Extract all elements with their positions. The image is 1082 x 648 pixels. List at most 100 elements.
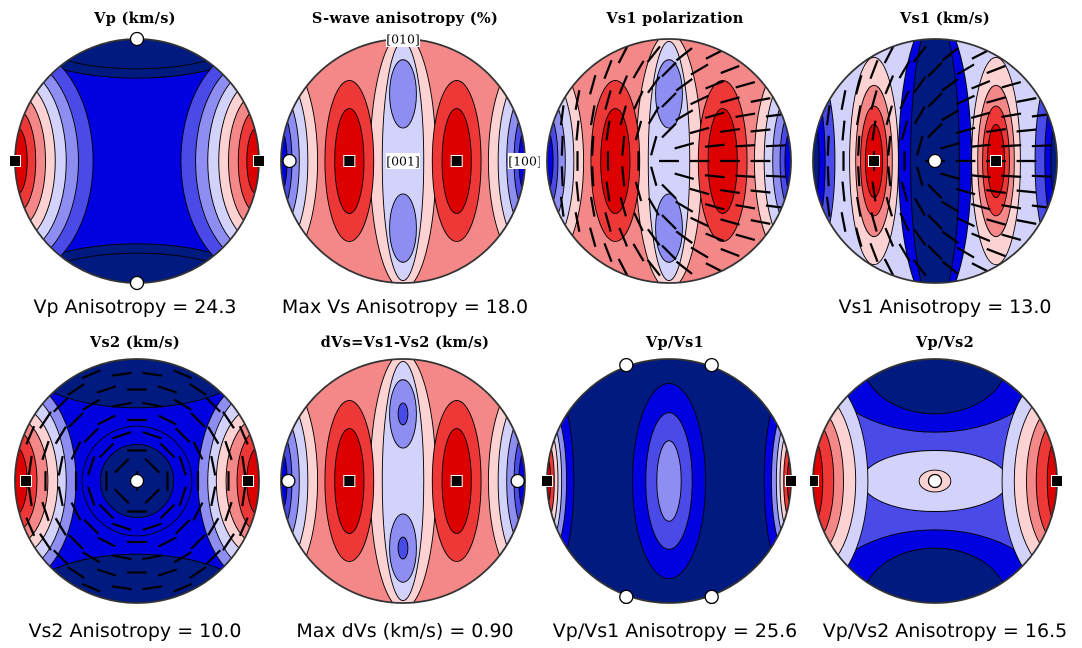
polarization-tick <box>603 242 613 263</box>
polarization-tick <box>765 174 786 178</box>
polarization-tick <box>210 455 217 476</box>
polarization-tick <box>898 60 911 79</box>
polarization-tick <box>825 196 831 217</box>
polarization-tick <box>589 227 597 248</box>
polarization-tick <box>142 431 163 440</box>
polarization-tick <box>1001 233 1022 241</box>
panel-anisotropy-label: Vp/Vs2 Anisotropy = 16.5 <box>822 620 1068 642</box>
contour-edge <box>236 429 259 533</box>
polarization-tick <box>912 259 927 277</box>
polarization-tick <box>113 457 130 474</box>
contour-center-bottom <box>389 193 417 263</box>
polarization-tick <box>174 427 191 444</box>
polarization-tick <box>589 105 596 126</box>
panel-title: Vs1 (km/s) <box>899 10 991 27</box>
contour-center-bottom <box>655 193 683 263</box>
polarization-tick <box>621 166 626 187</box>
polarization-tick <box>157 385 178 394</box>
polarization-tick <box>1016 128 1037 133</box>
polarization-tick <box>81 582 101 593</box>
polarization-tick <box>57 455 64 476</box>
polarization-tick <box>1031 174 1052 178</box>
max-marker <box>541 475 553 487</box>
polarization-tick <box>25 517 36 537</box>
polarization-tick <box>916 166 924 187</box>
axis-label-bg <box>508 153 540 169</box>
panel-anisotropy-label: Vp Anisotropy = 24.3 <box>33 296 237 318</box>
axis-label-bg <box>386 153 420 169</box>
stereonet-dvs <box>280 358 526 604</box>
contour-center <box>656 440 682 522</box>
polarization-tick <box>158 536 177 548</box>
contour-min <box>397 536 409 560</box>
polarization-tick <box>605 120 611 141</box>
contour-center-top <box>655 59 683 129</box>
polarization-tick <box>675 109 694 122</box>
polarization-tick <box>70 502 82 521</box>
polarization-tick <box>900 181 909 202</box>
polarization-tick <box>971 232 991 243</box>
polarization-tick <box>1031 144 1052 148</box>
polarization-tick <box>142 401 163 408</box>
panel-anisotropy-label: Vs2 Anisotropy = 10.0 <box>28 620 242 642</box>
polarization-tick <box>840 212 847 232</box>
polarization-tick <box>111 585 132 591</box>
polarization-tick <box>674 142 695 150</box>
polarization-tick <box>560 166 564 187</box>
stereonet-vpvs1 <box>541 357 797 605</box>
polarization-tick <box>941 200 960 213</box>
panel-vs2: Vs2 (km/s) Vs2 Anisotropy = 10.0 <box>0 324 270 648</box>
stereonet-swa: [010] [001] [100] <box>280 31 540 284</box>
min-marker <box>510 473 525 489</box>
max-marker-inner <box>992 157 1000 165</box>
polarization-tick <box>650 135 658 156</box>
polarization-tick <box>956 246 975 259</box>
min-marker <box>927 153 943 169</box>
polarization-tick <box>241 455 247 476</box>
polarization-tick <box>956 216 975 228</box>
polarization-tick <box>82 551 101 564</box>
polarization-tick <box>41 440 50 461</box>
polarization-tick <box>192 502 204 521</box>
polarization-tick <box>618 227 629 247</box>
polarization-tick <box>633 90 644 110</box>
polarization-tick <box>885 196 893 217</box>
polarization-tick <box>869 59 879 80</box>
polarization-tick <box>857 166 861 187</box>
max-marker-inner <box>22 477 30 485</box>
polarization-tick <box>647 106 660 125</box>
polarization-tick <box>605 181 611 202</box>
panel-dvs: dVs=Vs1-Vs2 (km/s) Max dVs (km/s) = 0.90 <box>270 324 540 648</box>
polarization-tick <box>913 106 926 125</box>
polarization-tick <box>241 486 247 507</box>
polarization-tick <box>224 501 233 522</box>
polarization-tick <box>190 534 206 550</box>
polarization-tick <box>54 517 67 536</box>
polarization-tick <box>173 582 193 593</box>
polarization-tick <box>870 90 878 110</box>
polarization-tick <box>210 486 217 507</box>
polarization-tick <box>704 111 725 119</box>
polarization-tick <box>986 64 1006 75</box>
polarization-tick <box>222 533 235 551</box>
polarization-tick <box>675 260 693 275</box>
panel-pol: Vs1 polarization <box>540 0 810 324</box>
polarization-tick <box>735 81 756 89</box>
polarization-tick <box>899 90 910 110</box>
polarization-tick <box>689 187 710 196</box>
min-marker <box>129 31 145 47</box>
crystal-axis-label: [001] <box>386 154 420 169</box>
polarization-tick <box>68 412 84 428</box>
min-marker <box>129 275 145 291</box>
polarization-tick <box>690 246 709 259</box>
polarization-tick <box>559 196 565 217</box>
polarization-tick <box>604 212 612 232</box>
polarization-tick <box>912 45 927 63</box>
polarization-tick <box>25 425 36 445</box>
polarization-tick <box>705 79 725 90</box>
polarization-tick <box>157 568 178 577</box>
axis-label-bg <box>386 31 420 47</box>
polarization-tick <box>735 144 756 148</box>
polarization-tick <box>1001 81 1022 89</box>
polarization-tick <box>956 94 975 106</box>
